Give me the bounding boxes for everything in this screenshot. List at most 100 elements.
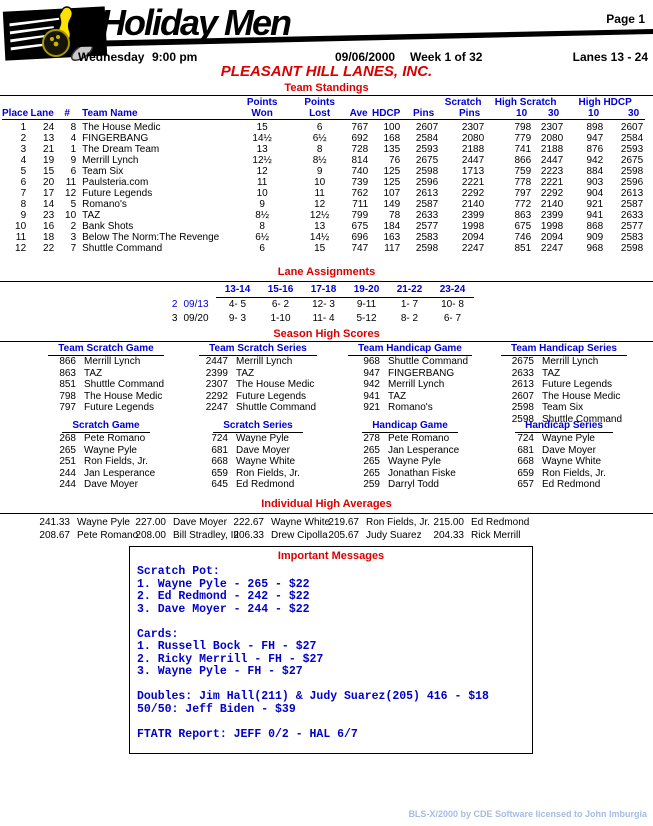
- high-score-entry: 2247 Shuttle Command: [205, 402, 317, 414]
- high-score-entry: 2292 Future Legends: [205, 390, 307, 402]
- lane-pair-header: 23-24: [431, 283, 474, 298]
- high-score-entry: 259 Darryl Todd: [363, 479, 439, 491]
- divider: [0, 341, 653, 342]
- handicap-series-column: Handicap Series 724 Wayne Pyle 681 Dave Mo…: [488, 420, 640, 491]
- team-standings-title: Team Standings: [284, 82, 369, 94]
- high-score-entry: 244 Jan Lesperance: [59, 467, 156, 479]
- high-score-entry: 278 Pete Romano: [363, 433, 450, 444]
- divider: [0, 513, 653, 514]
- important-messages-text: Scratch Pot: 1. Wayne Pyle - 265 - $22 2…: [137, 565, 489, 741]
- important-messages-title: Important Messages: [277, 550, 385, 562]
- high-score-entry: 659 Ron Fields, Jr.: [517, 467, 606, 479]
- standings-row: 12 22 7 Shuttle Command 6 15 747 117 2598 2247 851…: [15, 243, 644, 254]
- lane-assignment-row: 2 09/13 4- 5 6- 2 12- 3 9-11 1- 7 10- 8: [158, 298, 474, 313]
- standings-row: 9 23 10 TAZ 8½ 12½ 799 78 2633 2399 863 2399 941 2633: [20, 210, 644, 221]
- place-header: Place: [2, 108, 29, 120]
- points-won-header: Points: [246, 97, 278, 108]
- high-scratch-header: High Scratch: [494, 97, 557, 108]
- high-score-entry: 668 Wayne White: [211, 456, 296, 468]
- high-score-entry: 863 TAZ: [59, 367, 103, 379]
- high-hdcp-header: High HDCP: [578, 97, 632, 108]
- high-score-entry: 941 TAZ: [363, 390, 407, 402]
- team-standings-table: Points Points Scratch High Scratch High …: [2, 97, 646, 254]
- high-score-entry: 2613 Future Legends: [511, 379, 613, 391]
- standings-row: 8 14 5 Romano's 9 12 711 149 2587 2140 772 2140 921 2…: [20, 199, 644, 210]
- high-score-entry: 265 Wayne Pyle: [363, 456, 441, 468]
- high-score-entry: 968 Shuttle Command: [363, 356, 469, 367]
- high-score-entry: 942 Merrill Lynch: [363, 379, 445, 391]
- high-average-entry: 219.67 Ron Fields, Jr.: [328, 517, 430, 528]
- standings-row: 7 17 12 Future Legends 10 11 762 107 2613 2292 797…: [20, 188, 644, 199]
- team-number-header: #: [56, 108, 79, 120]
- lane-assignment-row: 3 09/20 9- 3 1-10 11- 4 5-12 8- 2 6- 7: [158, 312, 474, 326]
- hs10-header: 10: [486, 108, 534, 120]
- bowling-logo-icon: [2, 6, 108, 61]
- points-lost-header: Points: [304, 97, 335, 108]
- weekday-label: Wednesday: [78, 50, 145, 64]
- lane-assignments-title: Lane Assignments: [277, 266, 376, 278]
- high-score-entry: 681 Dave Moyer: [211, 444, 290, 456]
- column-header: Handicap Game: [334, 420, 486, 433]
- important-messages-box: Important Messages Scratch Pot: 1. Wayne…: [129, 546, 533, 754]
- divider: [0, 95, 653, 96]
- lane-pairs-header-row: 13-14 15-16 17-18 19-20 21-22 23-24: [158, 283, 474, 298]
- high-score-entry: 657 Ed Redmond: [517, 479, 601, 491]
- high-score-entry: 268 Pete Romano: [59, 433, 146, 444]
- lane-assignments-table: 13-14 15-16 17-18 19-20 21-22 23-24 2 09/…: [158, 283, 474, 326]
- lane-pair-header: 15-16: [259, 283, 302, 298]
- standings-row: 1 24 8 The House Medic 15 6 767 100 2607 2307 798 2…: [20, 122, 644, 133]
- page-number: Page 1: [606, 12, 645, 26]
- software-license-footer: BLS-X/2000 by CDE Software licensed to J…: [408, 809, 647, 819]
- high-score-entry: 265 Wayne Pyle: [59, 444, 137, 456]
- won-header: Won: [232, 108, 293, 120]
- standings-header-row-1: Points Points Scratch High Scratch High …: [2, 97, 645, 108]
- bowling-center-name: PLEASANT HILL LANES, INC.: [220, 63, 433, 80]
- hs30-header: 30: [533, 108, 566, 120]
- high-average-entry: 208.00 Bill Stradley, III: [135, 530, 239, 541]
- lanes-label: Lanes 13 - 24: [572, 50, 648, 64]
- scratch-header: Scratch: [444, 97, 482, 108]
- high-average-row: 241.33 Wayne Pyle 227.00 Dave Moyer 222.67…: [30, 516, 650, 529]
- high-score-entry: 659 Ron Fields, Jr.: [211, 467, 300, 479]
- high-score-entry: 947 FINGERBANG: [363, 367, 455, 379]
- high-score-entry: 681 Dave Moyer: [517, 444, 596, 456]
- hh10-header: 10: [565, 108, 606, 120]
- high-score-entry: 2598 Shuttle Command: [511, 413, 623, 425]
- high-average-entry: 205.67 Judy Suarez: [328, 530, 422, 541]
- team-scratch-series-column: Team Scratch Series 2447 Merrill Lynch 23…: [182, 343, 334, 414]
- week-date-label: 2 09/13: [171, 298, 209, 310]
- standings-row: 6 20 11 Paulsteria.com 11 10 739 125 2596 2221 778…: [20, 177, 644, 188]
- lane-header: Lane: [28, 108, 57, 120]
- high-average-entry: 208.67 Pete Romano: [39, 530, 139, 541]
- handicap-game-column: Handicap Game 278 Pete Romano 265 Jan Lesp…: [334, 420, 486, 491]
- standings-row: 5 15 6 Team Six 12 9 740 125 2598 1713 759 2223 884 2…: [20, 166, 644, 177]
- standings-row: 10 16 2 Bank Shots 8 13 675 184 2577 1998 675 1998 8…: [15, 221, 644, 232]
- team-scratch-game-column: Team Scratch Game 866 Merrill Lynch 863 TA…: [30, 343, 182, 414]
- column-header: Team Scratch Series: [182, 343, 334, 356]
- high-average-entry: 222.67 Wayne White: [233, 517, 331, 528]
- scratch-pins-header: Pins: [440, 108, 487, 120]
- hh30-header: 30: [605, 108, 646, 120]
- divider: [0, 281, 653, 282]
- team-handicap-game-column: Team Handicap Game 968 Shuttle Command 94…: [334, 343, 486, 414]
- scratch-series-column: Scratch Series 724 Wayne Pyle 681 Dave Moy…: [182, 420, 334, 491]
- high-average-entry: 241.33 Wayne Pyle: [39, 517, 130, 528]
- lane-pair-header: 17-18: [302, 283, 345, 298]
- high-score-entry: 244 Dave Moyer: [59, 479, 138, 491]
- lane-pair-header: 13-14: [216, 283, 259, 298]
- lost-header: Lost: [292, 108, 348, 120]
- column-header: Scratch Series: [182, 420, 334, 433]
- high-score-entry: 251 Ron Fields, Jr.: [59, 456, 148, 468]
- high-score-entry: 2399 TAZ: [205, 367, 255, 379]
- standings-header-row-2: Place Lane # Team Name Won Lost Ave HDCP…: [2, 108, 646, 120]
- high-average-row: 208.67 Pete Romano 208.00 Bill Stradley, I…: [30, 529, 650, 542]
- high-score-entry: 866 Merrill Lynch: [59, 356, 141, 367]
- standings-row: 3 21 1 The Dream Team 13 8 728 135 2593 2188 741 21…: [20, 144, 644, 155]
- league-title: Holiday Men: [100, 2, 292, 43]
- standings-row: 2 13 4 FINGERBANG 14½ 6½ 692 168 2584 2080 779 2080…: [20, 133, 644, 144]
- column-header: Team Handicap Series: [488, 343, 640, 356]
- ave-header: Ave: [347, 108, 371, 120]
- high-score-entry: 851 Shuttle Command: [59, 379, 165, 391]
- high-score-entry: 668 Wayne White: [517, 456, 602, 468]
